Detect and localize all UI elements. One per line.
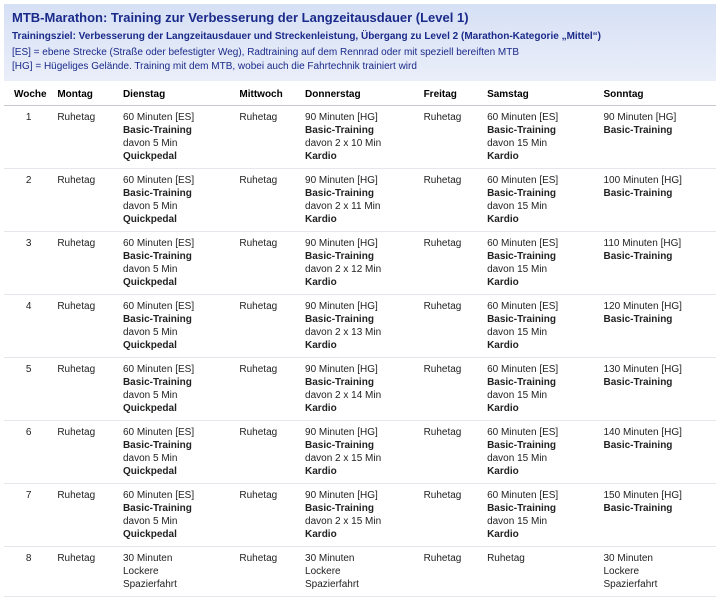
table-header-row: Woche Montag Dienstag Mittwoch Donnersta… xyxy=(4,83,716,106)
cell-friday: Ruhetag xyxy=(420,232,484,295)
cell-saturday: 60 Minuten [ES]Basic-Trainingdavon 15 Mi… xyxy=(483,421,599,484)
cell-saturday: 60 Minuten [ES]Basic-Trainingdavon 15 Mi… xyxy=(483,484,599,547)
plan-goal: Trainingsziel: Verbesserung der Langzeit… xyxy=(12,31,708,42)
cell-thursday: 90 Minuten [HG]Basic-Trainingdavon 2 x 1… xyxy=(301,358,420,421)
cell-wednesday: Ruhetag xyxy=(235,232,301,295)
cell-sunday: 110 Minuten [HG]Basic-Training xyxy=(600,232,717,295)
cell-thursday: 90 Minuten [HG]Basic-Trainingdavon 2 x 1… xyxy=(301,232,420,295)
cell-friday: Ruhetag xyxy=(420,358,484,421)
cell-monday: Ruhetag xyxy=(53,106,119,169)
cell-thursday: 90 Minuten [HG]Basic-Trainingdavon 2 x 1… xyxy=(301,106,420,169)
cell-week: 1 xyxy=(4,106,53,169)
training-table: Woche Montag Dienstag Mittwoch Donnersta… xyxy=(4,83,716,597)
cell-sunday: 100 Minuten [HG]Basic-Training xyxy=(600,169,717,232)
cell-wednesday: Ruhetag xyxy=(235,169,301,232)
col-monday: Montag xyxy=(53,83,119,106)
plan-title: MTB-Marathon: Training zur Verbesserung … xyxy=(12,10,708,25)
cell-week: 4 xyxy=(4,295,53,358)
cell-monday: Ruhetag xyxy=(53,358,119,421)
cell-monday: Ruhetag xyxy=(53,547,119,597)
cell-week: 8 xyxy=(4,547,53,597)
cell-wednesday: Ruhetag xyxy=(235,547,301,597)
cell-week: 7 xyxy=(4,484,53,547)
cell-tuesday: 60 Minuten [ES]Basic-Trainingdavon 5 Min… xyxy=(119,106,235,169)
cell-thursday: 90 Minuten [HG]Basic-Trainingdavon 2 x 1… xyxy=(301,295,420,358)
col-thursday: Donnerstag xyxy=(301,83,420,106)
cell-sunday: 90 Minuten [HG]Basic-Training xyxy=(600,106,717,169)
col-saturday: Samstag xyxy=(483,83,599,106)
cell-sunday: 140 Minuten [HG]Basic-Training xyxy=(600,421,717,484)
table-row: 1Ruhetag60 Minuten [ES]Basic-Trainingdav… xyxy=(4,106,716,169)
cell-week: 6 xyxy=(4,421,53,484)
cell-friday: Ruhetag xyxy=(420,421,484,484)
table-row: 5Ruhetag60 Minuten [ES]Basic-Trainingdav… xyxy=(4,358,716,421)
cell-week: 5 xyxy=(4,358,53,421)
cell-tuesday: 60 Minuten [ES]Basic-Trainingdavon 5 Min… xyxy=(119,421,235,484)
cell-saturday: 60 Minuten [ES]Basic-Trainingdavon 15 Mi… xyxy=(483,169,599,232)
cell-monday: Ruhetag xyxy=(53,421,119,484)
table-row: 8Ruhetag30 MinutenLockereSpazierfahrtRuh… xyxy=(4,547,716,597)
cell-tuesday: 30 MinutenLockereSpazierfahrt xyxy=(119,547,235,597)
cell-thursday: 30 MinutenLockereSpazierfahrt xyxy=(301,547,420,597)
table-row: 7Ruhetag60 Minuten [ES]Basic-Trainingdav… xyxy=(4,484,716,547)
col-wednesday: Mittwoch xyxy=(235,83,301,106)
cell-wednesday: Ruhetag xyxy=(235,106,301,169)
cell-friday: Ruhetag xyxy=(420,169,484,232)
cell-thursday: 90 Minuten [HG]Basic-Trainingdavon 2 x 1… xyxy=(301,421,420,484)
cell-wednesday: Ruhetag xyxy=(235,358,301,421)
cell-sunday: 150 Minuten [HG]Basic-Training xyxy=(600,484,717,547)
cell-monday: Ruhetag xyxy=(53,169,119,232)
cell-monday: Ruhetag xyxy=(53,295,119,358)
cell-thursday: 90 Minuten [HG]Basic-Trainingdavon 2 x 1… xyxy=(301,169,420,232)
cell-monday: Ruhetag xyxy=(53,484,119,547)
cell-saturday: 60 Minuten [ES]Basic-Trainingdavon 15 Mi… xyxy=(483,106,599,169)
cell-tuesday: 60 Minuten [ES]Basic-Trainingdavon 5 Min… xyxy=(119,169,235,232)
cell-thursday: 90 Minuten [HG]Basic-Trainingdavon 2 x 1… xyxy=(301,484,420,547)
cell-week: 2 xyxy=(4,169,53,232)
cell-friday: Ruhetag xyxy=(420,295,484,358)
cell-tuesday: 60 Minuten [ES]Basic-Trainingdavon 5 Min… xyxy=(119,358,235,421)
table-row: 2Ruhetag60 Minuten [ES]Basic-Trainingdav… xyxy=(4,169,716,232)
table-row: 4Ruhetag60 Minuten [ES]Basic-Trainingdav… xyxy=(4,295,716,358)
cell-saturday: Ruhetag xyxy=(483,547,599,597)
col-sunday: Sonntag xyxy=(600,83,717,106)
cell-saturday: 60 Minuten [ES]Basic-Trainingdavon 15 Mi… xyxy=(483,295,599,358)
legend-hg: [HG] = Hügeliges Gelände. Training mit d… xyxy=(12,60,708,74)
legend-es: [ES] = ebene Strecke (Straße oder befest… xyxy=(12,46,708,60)
cell-sunday: 30 MinutenLockereSpazierfahrt xyxy=(600,547,717,597)
col-week: Woche xyxy=(4,83,53,106)
cell-wednesday: Ruhetag xyxy=(235,295,301,358)
table-row: 6Ruhetag60 Minuten [ES]Basic-Trainingdav… xyxy=(4,421,716,484)
cell-saturday: 60 Minuten [ES]Basic-Trainingdavon 15 Mi… xyxy=(483,232,599,295)
cell-friday: Ruhetag xyxy=(420,484,484,547)
cell-week: 3 xyxy=(4,232,53,295)
cell-friday: Ruhetag xyxy=(420,547,484,597)
cell-wednesday: Ruhetag xyxy=(235,421,301,484)
cell-saturday: 60 Minuten [ES]Basic-Trainingdavon 15 Mi… xyxy=(483,358,599,421)
cell-wednesday: Ruhetag xyxy=(235,484,301,547)
cell-sunday: 120 Minuten [HG]Basic-Training xyxy=(600,295,717,358)
cell-monday: Ruhetag xyxy=(53,232,119,295)
col-friday: Freitag xyxy=(420,83,484,106)
col-tuesday: Dienstag xyxy=(119,83,235,106)
table-row: 3Ruhetag60 Minuten [ES]Basic-Trainingdav… xyxy=(4,232,716,295)
cell-tuesday: 60 Minuten [ES]Basic-Trainingdavon 5 Min… xyxy=(119,295,235,358)
cell-tuesday: 60 Minuten [ES]Basic-Trainingdavon 5 Min… xyxy=(119,232,235,295)
cell-friday: Ruhetag xyxy=(420,106,484,169)
cell-tuesday: 60 Minuten [ES]Basic-Trainingdavon 5 Min… xyxy=(119,484,235,547)
plan-header: MTB-Marathon: Training zur Verbesserung … xyxy=(4,4,716,81)
cell-sunday: 130 Minuten [HG]Basic-Training xyxy=(600,358,717,421)
